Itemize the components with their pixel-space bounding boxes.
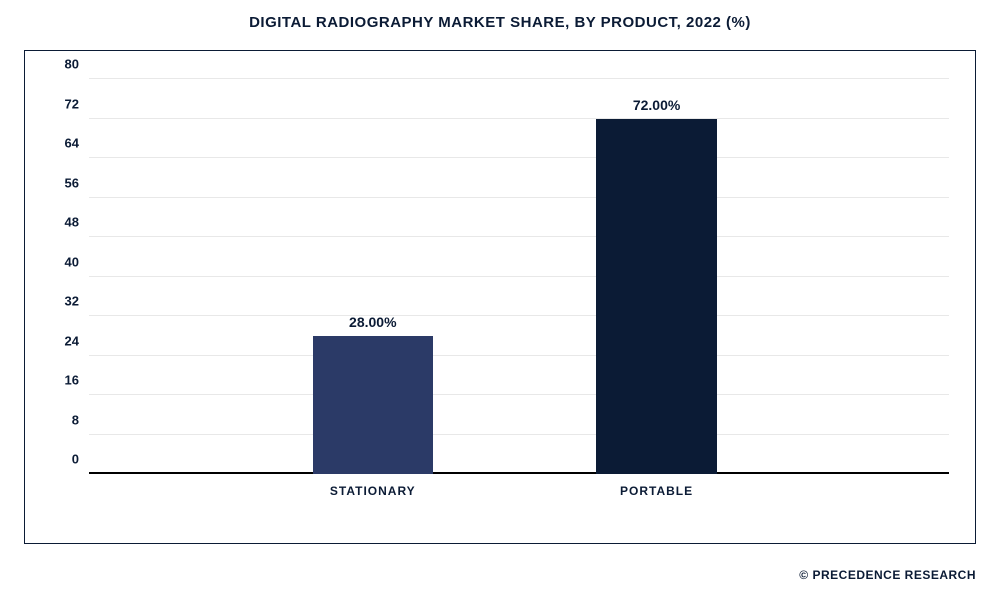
y-tick-label: 64 <box>39 136 79 151</box>
gridline <box>89 78 949 79</box>
gridline <box>89 197 949 198</box>
gridline <box>89 394 949 395</box>
chart-frame: 0 8 16 24 32 40 48 56 64 72 80 28.00% STATIONARY 72.0… <box>24 50 976 544</box>
y-tick-label: 8 <box>39 412 79 427</box>
gridline <box>89 434 949 435</box>
x-axis-baseline <box>89 472 949 474</box>
gridline <box>89 315 949 316</box>
gridline <box>89 276 949 277</box>
y-tick-label: 80 <box>39 57 79 72</box>
y-tick-label: 40 <box>39 254 79 269</box>
y-tick-label: 32 <box>39 294 79 309</box>
bar-value-label: 28.00% <box>293 314 453 330</box>
x-tick-label: STATIONARY <box>273 484 473 498</box>
gridline <box>89 236 949 237</box>
y-tick-label: 24 <box>39 333 79 348</box>
gridline <box>89 118 949 119</box>
y-tick-label: 56 <box>39 175 79 190</box>
y-tick-label: 0 <box>39 452 79 467</box>
bar: 72.00% <box>596 119 716 475</box>
y-tick-label: 48 <box>39 215 79 230</box>
chart-title: DIGITAL RADIOGRAPHY MARKET SHARE, BY PRO… <box>0 0 1000 43</box>
gridline <box>89 355 949 356</box>
x-tick-label: PORTABLE <box>557 484 757 498</box>
plot-area: 0816243240485664728028.00%STATIONARY72.0… <box>89 79 949 474</box>
bar-value-label: 72.00% <box>577 97 737 113</box>
y-tick-label: 72 <box>39 96 79 111</box>
bar: 28.00% <box>313 336 433 474</box>
footer-credit: © PRECEDENCE RESEARCH <box>799 568 976 582</box>
y-tick-label: 16 <box>39 373 79 388</box>
gridline <box>89 157 949 158</box>
